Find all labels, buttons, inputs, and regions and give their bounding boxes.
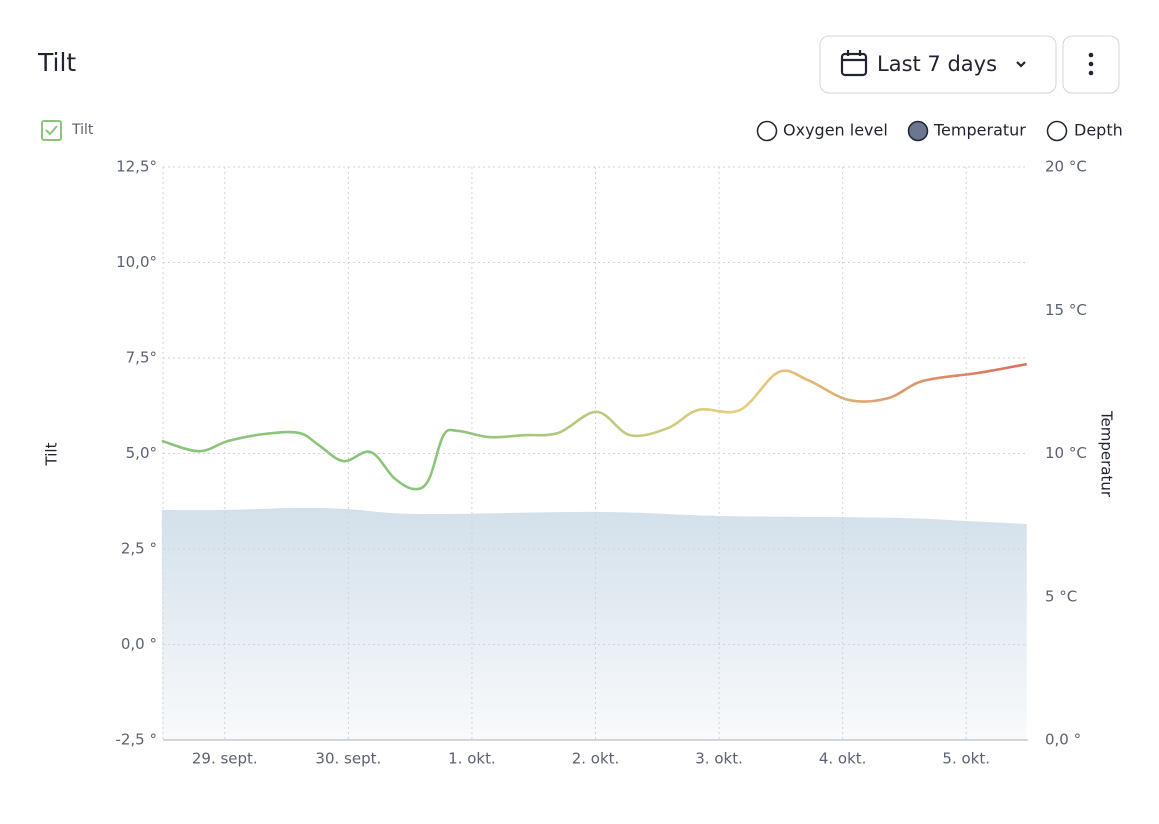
radio [756,120,778,142]
radio-label: Oxygen level [783,121,888,140]
y-tick-label: 2,5 ° [121,540,157,558]
radio [1046,120,1068,142]
radio-label: Depth [1074,121,1123,140]
y-tick-label: 12,5° [116,158,157,176]
y-tick-label: 5,0° [126,444,157,462]
temperature-area [161,507,1027,740]
radio-label: Temperatur [933,121,1026,140]
x-tick-label: 3. okt. [695,750,743,768]
range-button[interactable]: Last 7 days [819,35,1057,94]
y2-tick-label: 0,0 ° [1045,731,1081,749]
radio [907,120,929,142]
dot [1088,61,1094,67]
menu-button[interactable] [1062,35,1120,94]
x-tick-label: 1. okt. [448,750,496,768]
dot [1088,52,1094,58]
y2-tick-label: 20 °C [1045,158,1087,176]
y-tick-label: 0,0 ° [121,635,157,653]
y-tick-label: -2,5 ° [115,731,157,749]
x-tick-label: 30. sept. [315,750,381,768]
x-tick-label: 5. okt. [942,750,990,768]
checkmark [45,125,58,136]
chevron [1016,61,1026,68]
y2-axis-title: Temperatur [1098,410,1116,498]
radio-option[interactable]: Depth [1046,120,1123,142]
legend-label: Tilt [71,122,94,138]
x-tick-label: 4. okt. [819,750,867,768]
y-tick-label: 7,5° [126,349,157,367]
dot [1088,70,1094,76]
calendar-icon [840,50,868,77]
radio-option[interactable]: Temperatur [907,120,1027,142]
y2-tick-label: 15 °C [1045,301,1087,319]
tilt-line [161,362,1027,491]
button-frame [819,35,1057,94]
y-tick-label: 10,0° [116,253,157,271]
checkbox [41,120,62,141]
x-tick-label: 2. okt. [572,750,620,768]
grid [163,166,1028,740]
tilt-checkbox[interactable]: Tilt [41,120,94,141]
card-title: Tilt [37,48,76,77]
y2-tick-label: 5 °C [1045,587,1077,605]
range-label: Last 7 days [877,52,997,76]
x-tick-label: 29. sept. [192,750,258,768]
y-axis-title: Tilt [43,442,61,466]
radio-option[interactable]: Oxygen level [756,120,888,142]
y2-tick-label: 10 °C [1045,444,1087,462]
